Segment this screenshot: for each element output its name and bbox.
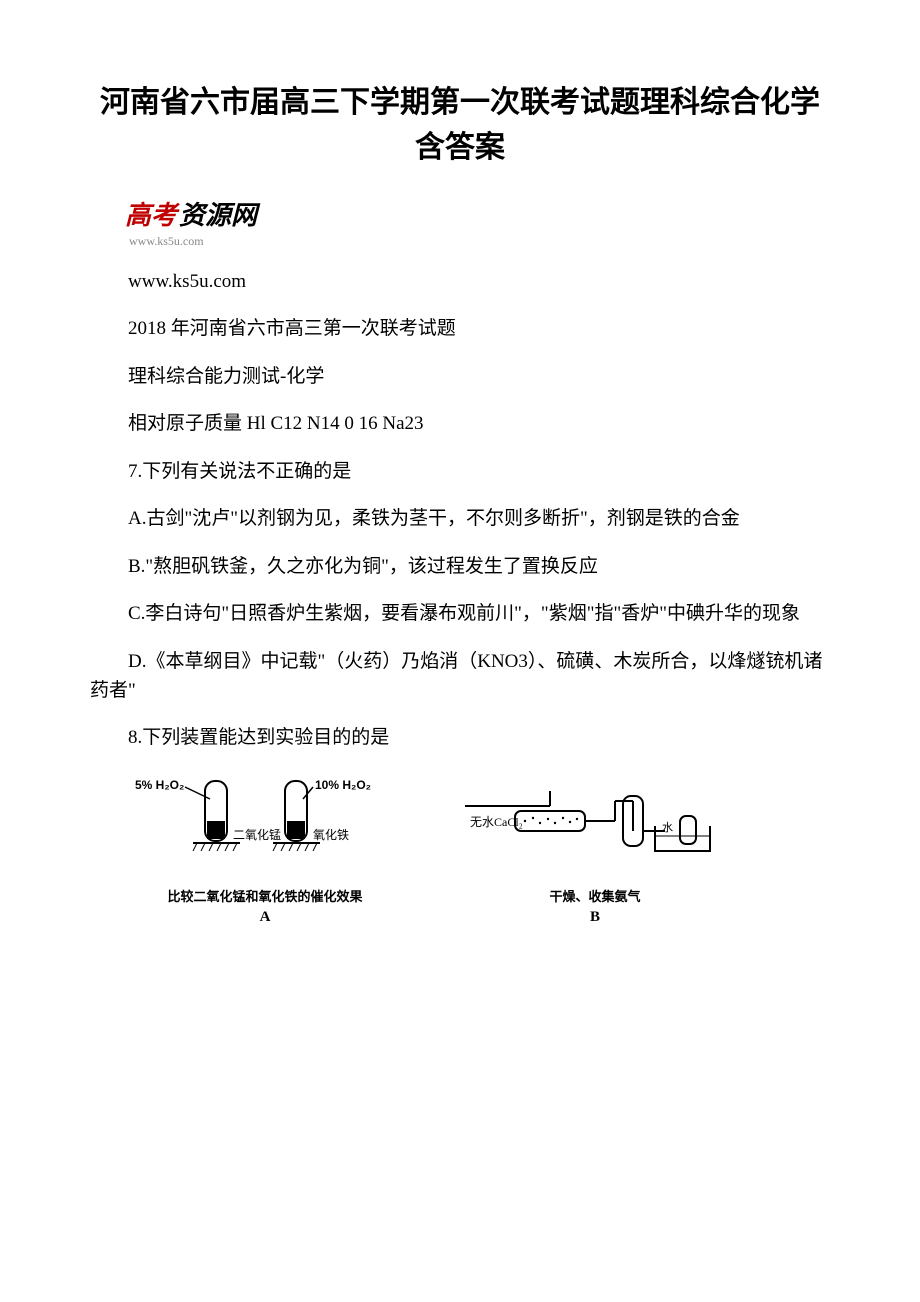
subject-line: 理科综合能力测试-化学 <box>90 362 830 391</box>
diagram-b: 无水CaCl₂ 水 干燥、收集氨气 B <box>455 771 735 927</box>
atomic-mass-line: 相对原子质量 Hl C12 N14 0 16 Na23 <box>90 409 830 438</box>
diagram-a: 5% H₂O₂ 二氧化锰 10% H₂O₂ <box>125 771 405 927</box>
diagram-a-right-substance: 氧化铁 <box>313 828 349 842</box>
logo-part2: 资源网 <box>179 195 257 232</box>
diagram-b-water-label: 水 <box>662 821 673 834</box>
diagram-a-svg: 5% H₂O₂ 二氧化锰 10% H₂O₂ <box>125 771 405 881</box>
diagram-a-left-label: 5% H₂O₂ <box>135 778 184 792</box>
question-7-option-a: A.古剑"沈卢"以剂钢为见，柔铁为茎干，不尔则多断折"，剂钢是铁的合金 <box>90 504 830 533</box>
logo-url: www.ks5u.com <box>129 234 830 249</box>
diagram-b-caption: 干燥、收集氨气 <box>549 887 640 907</box>
diagram-b-substance: 无水CaCl₂ <box>470 815 523 829</box>
question-7-option-b: B."熬胆矾铁釜，久之亦化为铜"，该过程发生了置换反应 <box>90 552 830 581</box>
diagram-row: 5% H₂O₂ 二氧化锰 10% H₂O₂ <box>125 771 830 927</box>
diagram-b-letter: B <box>590 909 600 926</box>
logo-text: 高考 资源网 <box>125 195 830 232</box>
question-7-option-d: D.《本草纲目》中记载"（火药）乃焰消（KNO3）、硫磺、木炭所合，以烽燧铳机诸… <box>90 647 830 706</box>
diagram-a-caption: 比较二氧化锰和氧化铁的催化效果 <box>167 887 362 907</box>
logo-part1: 高考 <box>125 195 177 232</box>
site-url-line: www.ks5u.com <box>90 267 830 296</box>
question-7: 7.下列有关说法不正确的是 <box>90 457 830 486</box>
document-title: 河南省六市届高三下学期第一次联考试题理科综合化学含答案 <box>90 80 830 170</box>
diagram-a-right-label: 10% H₂O₂ <box>315 778 371 792</box>
diagram-a-letter: A <box>260 909 271 926</box>
question-7-option-c: C.李白诗句"日照香炉生紫烟，要看瀑布观前川"，"紫烟"指"香炉"中碘升华的现象 <box>90 599 830 628</box>
logo: 高考 资源网 www.ks5u.com <box>125 195 830 249</box>
diagram-a-left-substance: 二氧化锰 <box>233 827 281 842</box>
exam-title-line: 2018 年河南省六市高三第一次联考试题 <box>90 314 830 343</box>
diagram-b-svg: 无水CaCl₂ 水 <box>455 771 735 881</box>
question-8: 8.下列装置能达到实验目的的是 <box>90 723 830 752</box>
